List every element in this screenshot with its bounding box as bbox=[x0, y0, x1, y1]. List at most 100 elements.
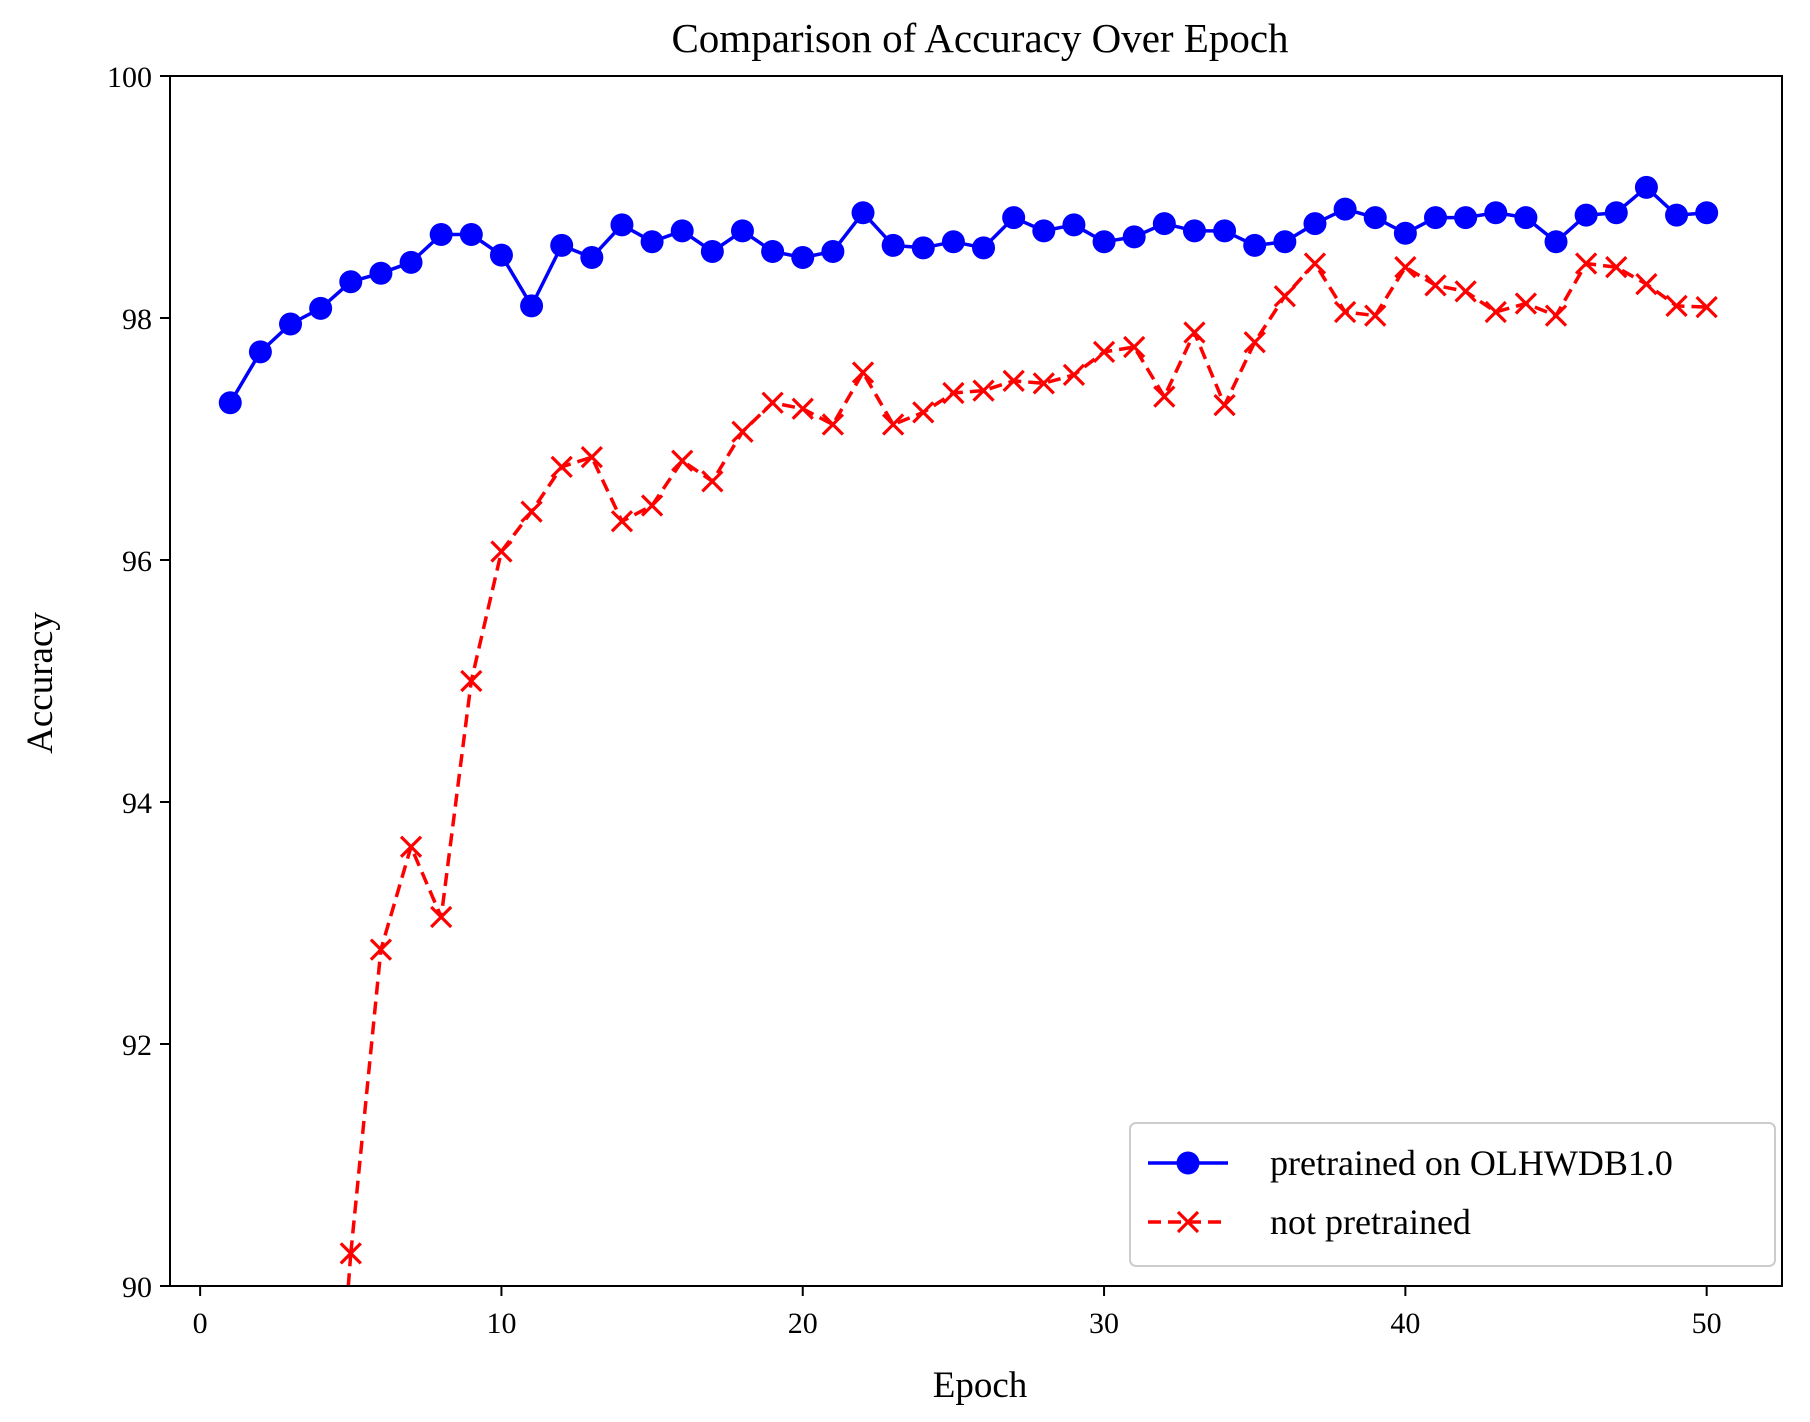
data-point-not-pretrained bbox=[851, 361, 875, 384]
data-point-pretrained bbox=[1514, 206, 1538, 230]
data-point-not-pretrained bbox=[550, 455, 573, 478]
data-point-pretrained bbox=[1393, 221, 1417, 245]
data-point-not-pretrained bbox=[942, 381, 965, 405]
series-tail-line bbox=[346, 1253, 353, 1286]
data-point-not-pretrained bbox=[1092, 340, 1116, 364]
data-point-pretrained bbox=[1454, 206, 1478, 230]
data-point-not-pretrained bbox=[671, 449, 694, 472]
data-point-pretrained bbox=[1062, 213, 1086, 237]
data-point-not-pretrained bbox=[1273, 285, 1296, 308]
data-point-pretrained bbox=[1122, 225, 1146, 249]
data-point-not-pretrained bbox=[1062, 363, 1086, 387]
data-point-not-pretrained bbox=[1605, 256, 1628, 279]
data-point-pretrained bbox=[1092, 230, 1116, 254]
data-point-pretrained bbox=[941, 230, 965, 254]
data-point-pretrained bbox=[1484, 201, 1508, 225]
data-point-not-pretrained bbox=[430, 905, 453, 929]
data-point-pretrained bbox=[399, 250, 423, 274]
data-point-not-pretrained bbox=[1514, 292, 1538, 315]
data-point-pretrained bbox=[1634, 175, 1658, 199]
data-point-pretrained bbox=[429, 223, 453, 247]
data-point-not-pretrained bbox=[369, 938, 393, 961]
legend-label-not-pretrained: not pretrained bbox=[1270, 1202, 1471, 1242]
plot-frame bbox=[169, 75, 1783, 1287]
data-point-not-pretrained bbox=[1364, 304, 1387, 327]
data-point-pretrained bbox=[248, 340, 272, 364]
data-point-not-pretrained bbox=[1123, 335, 1146, 359]
data-point-not-pretrained bbox=[1695, 295, 1718, 319]
data-point-pretrained bbox=[791, 246, 815, 269]
chart-title: Comparison of Accuracy Over Epoch bbox=[671, 15, 1288, 61]
data-point-not-pretrained bbox=[610, 510, 634, 533]
data-point-pretrained bbox=[1243, 233, 1267, 257]
data-point-not-pretrained bbox=[912, 401, 935, 424]
data-point-pretrained bbox=[1182, 219, 1206, 243]
x-tick-label: 50 bbox=[1692, 1307, 1722, 1340]
data-point-pretrained bbox=[580, 246, 604, 269]
y-tick-label: 100 bbox=[107, 61, 152, 94]
data-point-not-pretrained bbox=[1484, 300, 1507, 324]
data-point-pretrained bbox=[881, 233, 905, 257]
data-point-pretrained bbox=[1333, 197, 1357, 221]
x-axis-label: Epoch bbox=[933, 1365, 1028, 1406]
data-point-not-pretrained bbox=[1032, 372, 1055, 395]
plot-series bbox=[218, 175, 1719, 1286]
data-point-not-pretrained bbox=[1183, 321, 1206, 344]
y-tick-label: 90 bbox=[122, 1271, 152, 1304]
data-point-not-pretrained bbox=[1454, 280, 1477, 303]
data-point-pretrained bbox=[1544, 230, 1568, 254]
data-point-not-pretrained bbox=[1002, 369, 1025, 393]
data-point-pretrained bbox=[1695, 201, 1719, 225]
x-tick-label: 30 bbox=[1089, 1307, 1119, 1340]
data-point-pretrained bbox=[459, 223, 483, 247]
data-point-pretrained bbox=[1363, 206, 1387, 230]
legend-sample-pretrained bbox=[1148, 1151, 1228, 1175]
data-point-not-pretrained bbox=[399, 835, 423, 858]
data-point-not-pretrained bbox=[731, 420, 754, 443]
data-point-pretrained bbox=[1213, 219, 1237, 243]
data-point-pretrained bbox=[339, 270, 363, 294]
data-point-pretrained bbox=[550, 233, 574, 257]
data-point-pretrained bbox=[640, 230, 664, 254]
axes: 0 10 20 30 40 50 90 92 94 96 98 100 bbox=[107, 61, 1783, 1340]
data-point-pretrained bbox=[279, 312, 303, 336]
data-point-pretrained bbox=[851, 201, 875, 225]
x-tick-label: 40 bbox=[1390, 1307, 1420, 1340]
data-point-not-pretrained bbox=[882, 413, 905, 436]
data-point-not-pretrained bbox=[460, 669, 483, 693]
data-point-not-pretrained bbox=[1575, 252, 1598, 275]
data-point-pretrained bbox=[1574, 203, 1598, 227]
data-point-pretrained bbox=[1032, 219, 1056, 243]
legend-frame bbox=[1129, 1122, 1776, 1267]
data-point-pretrained bbox=[1152, 212, 1176, 236]
data-point-pretrained bbox=[1604, 201, 1628, 225]
data-point-pretrained bbox=[761, 239, 785, 263]
y-tick-label: 92 bbox=[122, 1029, 152, 1062]
data-point-not-pretrained bbox=[1665, 294, 1688, 318]
data-point-pretrained bbox=[972, 236, 996, 260]
data-point-pretrained bbox=[309, 296, 333, 320]
series-not-pretrained bbox=[339, 252, 1718, 1265]
data-point-not-pretrained bbox=[761, 391, 784, 414]
data-point-not-pretrained bbox=[490, 540, 513, 563]
data-point-not-pretrained bbox=[821, 413, 845, 436]
data-point-pretrained bbox=[520, 294, 544, 318]
data-point-not-pretrained bbox=[640, 494, 664, 517]
data-point-not-pretrained bbox=[701, 470, 724, 493]
data-point-pretrained bbox=[670, 219, 694, 243]
y-tick-label: 98 bbox=[122, 303, 152, 336]
y-axis-label: Accuracy bbox=[20, 612, 61, 754]
legend: pretrained on OLHWDB1.0 not pretrained bbox=[1129, 1122, 1776, 1267]
legend-marker bbox=[1176, 1151, 1200, 1175]
series-tail-not-pretrained bbox=[346, 1253, 353, 1286]
data-point-pretrained bbox=[1303, 212, 1327, 236]
data-point-not-pretrained bbox=[1635, 272, 1658, 296]
data-point-not-pretrained bbox=[791, 397, 814, 420]
legend-label-pretrained: pretrained on OLHWDB1.0 bbox=[1270, 1143, 1673, 1183]
data-point-pretrained bbox=[821, 239, 845, 263]
x-tick-label: 20 bbox=[788, 1307, 818, 1340]
data-point-not-pretrained bbox=[1303, 252, 1327, 275]
data-point-pretrained bbox=[1273, 230, 1297, 254]
data-point-not-pretrained bbox=[1424, 274, 1447, 297]
